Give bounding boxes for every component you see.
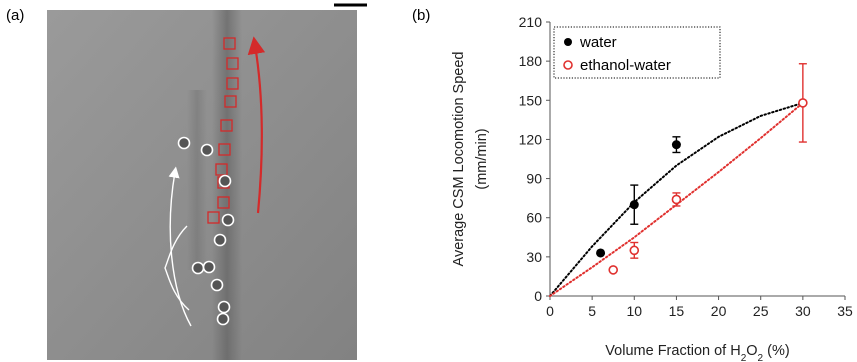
white-brace-icon — [164, 225, 190, 311]
particle-box — [207, 211, 220, 224]
data-point-water — [629, 200, 639, 210]
particle-circle — [213, 233, 227, 247]
particle-circle — [177, 136, 191, 150]
legend-box — [553, 26, 721, 79]
particle-box — [220, 119, 233, 132]
particle-circle — [210, 278, 224, 292]
legend-label-water: water — [579, 34, 617, 51]
particle-box — [217, 196, 230, 209]
y-tick-label: 0 — [534, 288, 542, 304]
y-tick-label: 60 — [526, 210, 542, 226]
legend-marker-water — [564, 38, 572, 46]
data-point-ethanol-water — [608, 265, 619, 275]
x-tick-label: 5 — [588, 303, 596, 319]
x-tick-label: 30 — [795, 303, 811, 319]
panel-a-label: (a) — [6, 7, 25, 24]
particle-circle — [202, 260, 216, 274]
data-point-ethanol-water — [629, 245, 640, 256]
particle-box — [226, 57, 239, 70]
x-tick-label: 20 — [711, 303, 727, 319]
data-point-water — [671, 140, 681, 150]
legend-label-ethanol-water: ethanol-water — [580, 57, 671, 74]
y-axis-title-line1: Average CSM Locomotion Speed — [451, 52, 467, 267]
data-point-ethanol-water — [671, 194, 682, 205]
particle-circle — [217, 300, 231, 314]
y-tick-label: 90 — [526, 171, 542, 187]
micrograph-image — [47, 3, 367, 360]
track-streak-faint — [187, 90, 207, 270]
data-point-water — [596, 248, 606, 258]
x-tick-label: 25 — [753, 303, 769, 319]
x-tick-label: 35 — [837, 303, 853, 319]
speed-chart: 0 30 60 90 120 150 180 210 0 5 10 15 20 25 30 35 Volume… — [451, 14, 853, 362]
fit-curve-water — [549, 101, 804, 297]
data-point-ethanol-water — [798, 98, 808, 108]
x-tick-label: 0 — [546, 303, 554, 319]
x-axis-title: Volume Fraction of H2O2 (%) — [605, 343, 789, 362]
red-arrow-icon — [247, 36, 266, 214]
particle-circle — [218, 174, 232, 188]
particle-circle — [221, 213, 235, 227]
y-axis-title-line2: (mm/min) — [474, 128, 490, 189]
particle-circle — [191, 261, 205, 275]
particle-box — [218, 143, 231, 156]
x-tick-label: 10 — [626, 303, 642, 319]
y-tick-label: 120 — [519, 131, 543, 147]
particle-circle — [200, 143, 214, 157]
panel-b-label: (b) — [412, 7, 431, 24]
particle-box — [224, 95, 237, 108]
legend: water ethanol-water — [553, 26, 721, 79]
y-tick-label: 180 — [519, 53, 543, 69]
particle-circle — [216, 312, 230, 326]
y-tick-label: 150 — [519, 92, 543, 108]
particle-box — [226, 77, 239, 90]
y-tick-label: 30 — [526, 249, 542, 265]
x-tick-label: 15 — [669, 303, 685, 319]
legend-marker-ethanol-water — [563, 60, 573, 70]
y-tick-label: 210 — [519, 14, 543, 30]
particle-box — [215, 163, 228, 176]
particle-box — [223, 37, 236, 50]
white-circle-markers — [177, 136, 235, 326]
white-arrow-icon — [168, 166, 192, 327]
